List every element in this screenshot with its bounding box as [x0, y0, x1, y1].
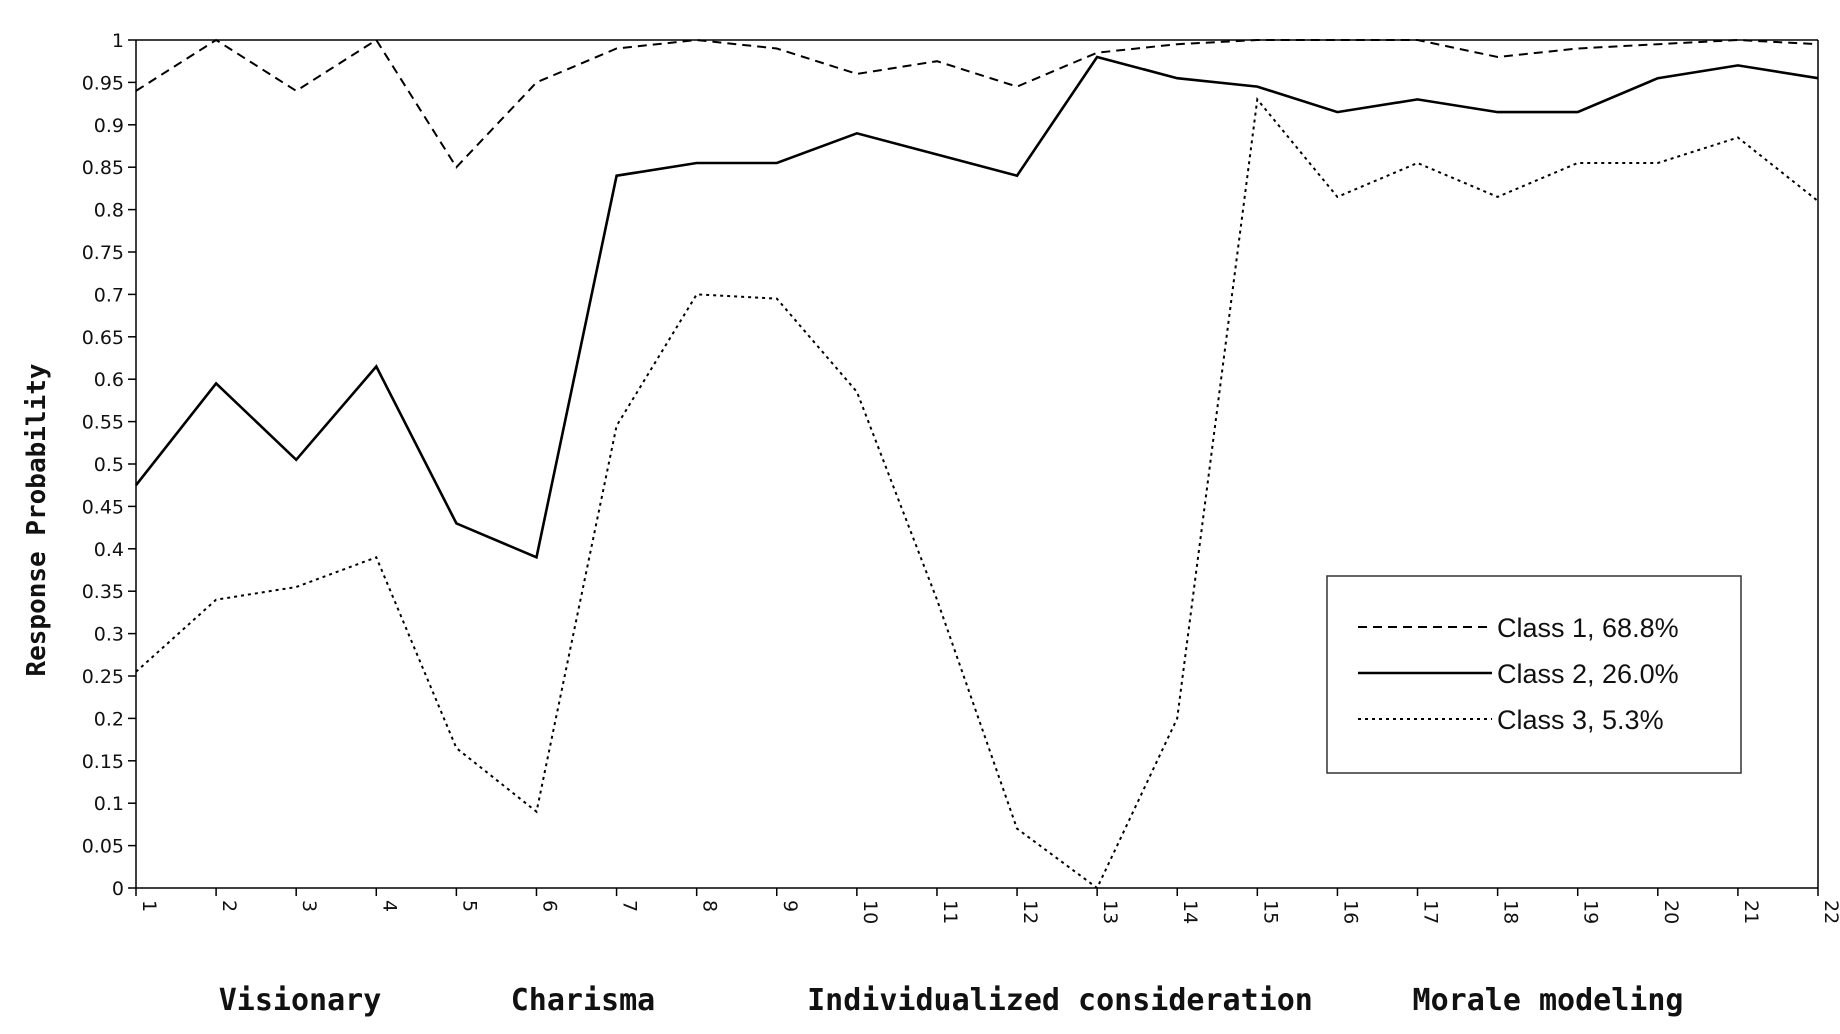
x-tick-label: 19 — [1580, 900, 1602, 924]
group-label: Individualized consideration — [807, 983, 1313, 1018]
y-tick-label: 0.7 — [94, 284, 124, 306]
legend-label-class-1: Class 1, 68.8% — [1497, 613, 1679, 643]
x-tick-label: 15 — [1259, 900, 1281, 924]
y-tick-label: 0.5 — [94, 454, 124, 476]
y-tick-label: 0.1 — [94, 793, 124, 815]
y-tick-label: 0.3 — [94, 624, 124, 646]
y-tick-label: 0.85 — [82, 157, 124, 179]
y-tick-label: 0.25 — [82, 666, 124, 688]
y-tick-label: 0.75 — [82, 242, 124, 264]
y-tick-label: 0.15 — [82, 751, 124, 773]
x-tick-label: 10 — [859, 900, 881, 924]
x-tick-label: 4 — [378, 900, 400, 912]
y-tick-label: 0.9 — [94, 115, 124, 137]
y-tick-label: 1 — [112, 30, 124, 52]
x-tick-label: 1 — [138, 900, 160, 912]
x-tick-label: 17 — [1420, 900, 1442, 924]
y-axis-title: Response Probability — [22, 363, 52, 676]
y-tick-label: 0.4 — [94, 539, 124, 561]
y-tick-label: 0.35 — [82, 581, 124, 603]
series-line-class-1 — [135, 38, 1819, 169]
x-tick-label: 5 — [458, 900, 480, 912]
y-tick-label: 0.05 — [82, 836, 124, 858]
x-tick-label: 22 — [1820, 900, 1840, 924]
x-tick-label: 21 — [1740, 900, 1762, 924]
x-tick-label: 7 — [619, 900, 641, 912]
y-tick-label: 0.2 — [94, 708, 124, 730]
x-tick-label: 2 — [218, 900, 240, 912]
legend-label-class-3: Class 3, 5.3% — [1497, 705, 1664, 735]
group-label: Charisma — [511, 983, 656, 1018]
legend-label-class-2: Class 2, 26.0% — [1497, 659, 1679, 689]
x-tick-label: 8 — [699, 900, 721, 912]
group-label: Morale modeling — [1413, 983, 1684, 1018]
y-tick-label: 0.45 — [82, 496, 124, 518]
x-tick-label: 6 — [538, 900, 560, 912]
y-tick-label: 0.95 — [82, 72, 124, 94]
y-tick-label: 0.55 — [82, 412, 124, 434]
y-tick-label: 0.8 — [94, 200, 124, 222]
legend-box — [1326, 575, 1742, 774]
y-tick-label: 0.6 — [94, 369, 124, 391]
series-layer — [134, 38, 1819, 890]
x-tick-label: 12 — [1019, 900, 1041, 924]
x-tick-label: 20 — [1660, 900, 1682, 924]
x-tick-label: 3 — [298, 900, 320, 912]
legend: Class 1, 68.8% Class 2, 26.0% Class 3, 5.3… — [1326, 575, 1742, 774]
series-line-class-3 — [135, 96, 1819, 890]
x-tick-label: 16 — [1339, 900, 1361, 924]
x-axis-ticks: 1 2 3 4 5 6 7 8 9 10 11 12 13 14 15 16 17 18 19 20 21 22 — [135, 888, 1840, 924]
y-tick-label: 0.65 — [82, 327, 124, 349]
y-axis-ticks: 0 0.05 0.1 0.15 0.2 0.25 0.3 0.35 0.4 0.45 0.5 0.55… — [82, 30, 136, 900]
x-tick-label: 18 — [1500, 900, 1522, 924]
series-line-class-2 — [134, 55, 1819, 560]
group-label: Visionary — [219, 983, 382, 1018]
x-tick-label: 9 — [779, 900, 801, 912]
y-tick-label: 0 — [112, 878, 124, 900]
x-tick-label: 13 — [1099, 900, 1121, 924]
x-tick-label: 14 — [1179, 900, 1201, 924]
x-tick-label: 11 — [939, 900, 961, 924]
group-labels: Visionary Charisma Individualized consider… — [219, 983, 1684, 1018]
